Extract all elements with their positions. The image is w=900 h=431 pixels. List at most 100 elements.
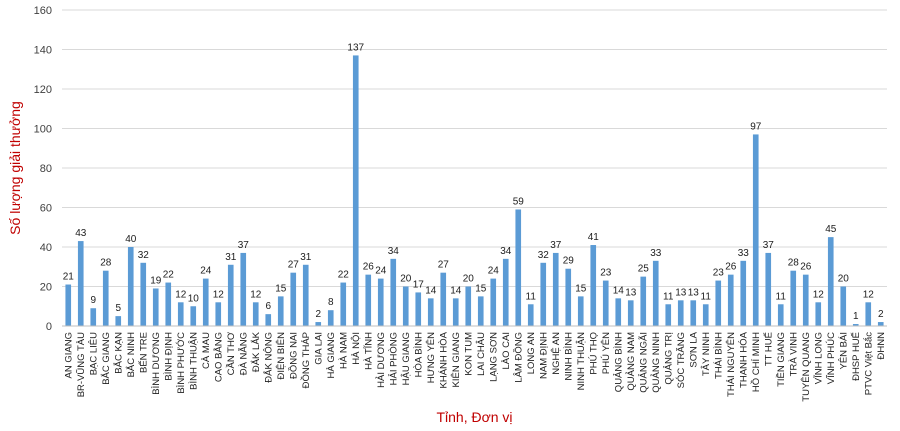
bar (840, 286, 847, 326)
category-label: KIÊN GIANG (451, 332, 462, 387)
data-label: 12 (813, 289, 825, 300)
bar (827, 237, 834, 326)
data-label: 33 (650, 248, 662, 259)
category-label: YÊN BÁI (838, 332, 849, 370)
bar (740, 260, 747, 326)
category-label: ĐIỆN BIÊN (276, 332, 287, 380)
y-tick-label: 20 (40, 282, 52, 294)
category-label: BẠC LIÊU (88, 332, 99, 375)
data-label: 29 (563, 256, 575, 267)
bar (552, 252, 559, 326)
category-label: TÂY NINH (701, 332, 712, 376)
y-tick-label: 140 (34, 45, 52, 57)
bar (815, 302, 822, 326)
bar (215, 302, 222, 326)
data-label: 14 (450, 285, 462, 296)
category-label: THÁI BÌNH (713, 332, 724, 379)
category-label: LAI CHÂU (476, 332, 487, 376)
bar (202, 278, 209, 326)
bar (752, 134, 759, 326)
category-label: ĐHSP HUẾ (851, 332, 862, 381)
data-label: 17 (413, 279, 425, 290)
category-label: ĐẮK NÔNG (263, 332, 274, 383)
data-label: 12 (213, 289, 225, 300)
bar (402, 286, 409, 326)
data-label: 21 (63, 272, 75, 283)
category-label: LẠNG SƠN (488, 332, 499, 382)
category-label: LÂM ĐỒNG (512, 332, 524, 383)
category-label: THANH HÓA (738, 331, 749, 388)
category-label: TRÀ VINH (788, 332, 799, 376)
bar (152, 288, 159, 326)
category-label: HẬU GIANG (401, 332, 412, 385)
category-label: BR-VŨNG TÀU (76, 332, 87, 397)
bar (140, 262, 147, 326)
bar (390, 258, 397, 326)
category-label: BÌNH THUẬN (188, 332, 199, 390)
category-label: CÀ MAU (201, 332, 212, 369)
data-label: 11 (663, 291, 674, 302)
bar (427, 298, 434, 326)
bar (677, 300, 684, 326)
data-label: 6 (265, 301, 271, 312)
data-label: 14 (613, 285, 625, 296)
data-label: 137 (347, 42, 364, 53)
data-label: 1 (853, 311, 859, 322)
category-label: BÌNH ĐỊNH (163, 332, 174, 381)
bar (165, 282, 172, 326)
data-label: 34 (388, 246, 400, 257)
data-label: 9 (90, 295, 96, 306)
y-tick-label: 40 (40, 242, 52, 254)
bar (227, 264, 234, 326)
category-label: ĐÀ NẴNG (237, 332, 249, 375)
bar (477, 296, 484, 326)
bar (440, 272, 447, 326)
data-label: 10 (188, 293, 200, 304)
bar (702, 304, 709, 326)
category-label: HÀ NAM (338, 332, 349, 369)
category-label: ĐHNN (876, 332, 887, 360)
category-label: BÌNH PHƯỚC (176, 332, 187, 394)
category-label: ĐỒNG NAI (287, 332, 299, 379)
data-label: 13 (625, 287, 637, 298)
data-label: 45 (825, 224, 837, 235)
category-label: QUẢNG TRỊ (662, 332, 674, 385)
category-label: CẦN THƠ (226, 332, 237, 375)
category-label: TUYÊN QUANG (801, 332, 812, 402)
bar (302, 264, 309, 326)
bar (265, 314, 272, 326)
category-label: PHÚ THỌ (588, 332, 599, 375)
data-label: 23 (600, 268, 612, 279)
data-label: 32 (138, 250, 150, 261)
bar (240, 252, 247, 326)
data-label: 12 (863, 289, 875, 300)
data-label: 22 (338, 270, 350, 281)
category-label: TT HUẾ (763, 332, 774, 366)
y-tick-label: 120 (34, 84, 52, 96)
bar (277, 296, 284, 326)
x-axis-title: Tỉnh, Đơn vị (436, 409, 512, 425)
category-label: QUẢNG NGÃI (637, 332, 649, 393)
bar (602, 280, 609, 326)
bar (365, 274, 372, 326)
data-label: 31 (225, 252, 237, 263)
bar (327, 310, 334, 326)
category-label: GIA LAI (313, 332, 324, 365)
data-label: 97 (750, 121, 762, 132)
data-label: 27 (438, 260, 450, 271)
y-tick-label: 0 (46, 321, 52, 333)
category-label: QUẢNG NINH (650, 332, 662, 393)
data-label: 15 (275, 283, 287, 294)
data-label: 27 (288, 260, 300, 271)
bar (377, 278, 384, 326)
category-label: HỒ CHÍ MINH (750, 332, 762, 392)
y-axis-title: Số lượng giải thưởng (7, 101, 23, 235)
bars (65, 55, 884, 327)
data-label: 43 (75, 228, 87, 239)
bar (727, 274, 734, 326)
bar (415, 292, 422, 326)
bar (102, 270, 109, 326)
bar (865, 302, 872, 326)
